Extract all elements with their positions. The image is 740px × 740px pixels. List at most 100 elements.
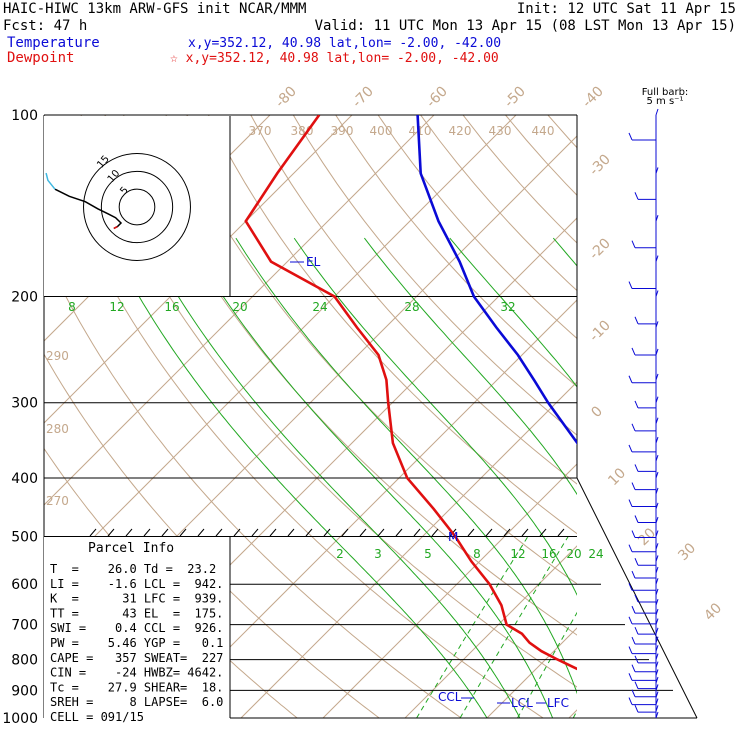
hatch-mark [341, 528, 349, 537]
hodograph-panel [44, 116, 230, 296]
theta-label: 290 [46, 349, 69, 363]
moist-adiabat-line [552, 237, 577, 267]
wind-barb-flag [628, 281, 633, 289]
hatch-mark [431, 528, 439, 537]
wind-barb-flag [634, 400, 639, 409]
dry-adiabat-line [165, 115, 577, 585]
header-title: HAIC-HIWC 13km ARW-GFS init NCAR/MMM [3, 1, 306, 17]
wind-barb-flag [628, 132, 633, 141]
parcel-info-row: CAPE = 357 SWEAT= 227 [50, 651, 223, 665]
isotherm-label: -40 [579, 83, 606, 110]
dry-adiabat-line [420, 115, 577, 292]
hatch-mark [323, 528, 331, 537]
isotherm-line [486, 627, 577, 719]
hatch-mark [539, 528, 547, 537]
wind-barb-flag [631, 570, 636, 579]
hatch-mark [503, 528, 511, 537]
dry-adiabat-line [590, 115, 740, 718]
pressure-tick-label: 500 [11, 529, 38, 545]
mixing-ratio-label: 16 [541, 547, 556, 561]
parcel-info-row: K = 31 LFC = 939. [50, 592, 223, 606]
mixing-ratio-line [416, 536, 529, 719]
pressure-tick-label: 400 [11, 471, 38, 487]
isotherm-line [322, 463, 577, 719]
mixing-ratio-label: 5 [424, 547, 432, 561]
mixing-ratio-line [690, 537, 740, 719]
dry-adiabat-line [633, 115, 740, 718]
isotherm-label: -50 [501, 83, 528, 110]
pressure-tick-label: 700 [11, 618, 38, 634]
moist-adiabat-label: 24 [312, 300, 327, 314]
wind-barb-flag [634, 594, 639, 603]
temperature-series-line [416, 115, 577, 445]
dry-adiabat-line [292, 115, 577, 436]
mixing-ratio-line [459, 536, 569, 719]
mixing-ratio-label: 24 [588, 547, 603, 561]
wind-barb-flag [628, 375, 633, 383]
dewpoint-series-line [244, 115, 577, 671]
hatch-mark [413, 528, 421, 537]
mixing-ratio-label: 20 [566, 547, 581, 561]
wind-barb-flag [631, 689, 636, 697]
parcel-info-row: CIN = -24 HWBZ= 4642. [50, 666, 223, 680]
barb-scale-unit: 5 m s⁻¹ [647, 96, 684, 107]
dry-adiabat-line [123, 115, 577, 636]
wind-barb-flag [631, 423, 636, 432]
pressure-tick-label: 1000 [2, 711, 38, 727]
theta-label: 390 [331, 124, 354, 138]
dry-adiabat-line [44, 130, 544, 719]
wind-barb-flag [631, 636, 636, 645]
moist-adiabat-label: 12 [109, 300, 124, 314]
pressure-tick-label: 300 [11, 396, 38, 412]
dry-adiabat-line [675, 115, 740, 718]
theta-label: 400 [370, 124, 393, 138]
isotherm-line [651, 115, 740, 718]
hatch-mark [467, 528, 475, 537]
hatch-mark [557, 528, 565, 537]
dry-adiabat-line [250, 115, 577, 485]
theta-label: 370 [249, 124, 272, 138]
dry-adiabat-line [80, 115, 577, 688]
moist-adiabat-line [671, 238, 740, 718]
isotherm-label: -70 [349, 83, 376, 110]
hodograph-lower-trace [54, 188, 123, 230]
isotherm-label: -80 [272, 83, 299, 110]
parcel-info-row: T = 26.0 Td = 23.2 [50, 562, 216, 576]
isotherm-line [240, 381, 577, 719]
header-forecast: Fcst: 47 h [3, 18, 87, 34]
mixing-ratio-label: 3 [374, 547, 382, 561]
pressure-tick-label: 100 [11, 108, 38, 124]
hatch-mark [233, 528, 241, 537]
dewpoint-legend: Dewpoint [7, 50, 74, 66]
wind-barb-flag [631, 664, 636, 672]
moist-adiabat-label: 8 [68, 300, 76, 314]
isotherm-line [158, 299, 577, 719]
hatch-mark [215, 528, 223, 537]
hatch-mark [179, 528, 187, 537]
pressure-tick-label: 600 [11, 577, 38, 593]
hatch-mark [395, 528, 403, 537]
hodograph-ring [118, 188, 156, 226]
wind-barb-flag [628, 544, 633, 552]
isotherm-label: -20 [586, 235, 613, 262]
dry-adiabat-line [207, 115, 577, 535]
wind-barb-flag [634, 558, 639, 566]
pressure-tick-label: 800 [11, 653, 38, 669]
wind-barb-flag [634, 704, 639, 713]
hodograph-ring-label: 5 [118, 185, 131, 197]
hatch-mark [521, 528, 529, 537]
isotherm-line [404, 545, 577, 719]
annotation-label: CCL [438, 690, 462, 704]
header-init: Init: 12 UTC Sat 11 Apr 15 [517, 1, 736, 17]
isotherm-line [733, 115, 740, 718]
isotherm-label: -10 [586, 317, 613, 344]
parcel-info-row: PW = 5.46 YGP = 0.1 [50, 636, 223, 650]
dry-adiabat-line [44, 250, 462, 719]
hodograph-ring [100, 170, 174, 244]
dry-adiabat-line [335, 115, 577, 388]
wind-barb-flag [628, 444, 633, 453]
hatch-mark [143, 528, 151, 537]
hatch-mark [125, 528, 133, 537]
isotherm-label: 0 [588, 403, 606, 421]
